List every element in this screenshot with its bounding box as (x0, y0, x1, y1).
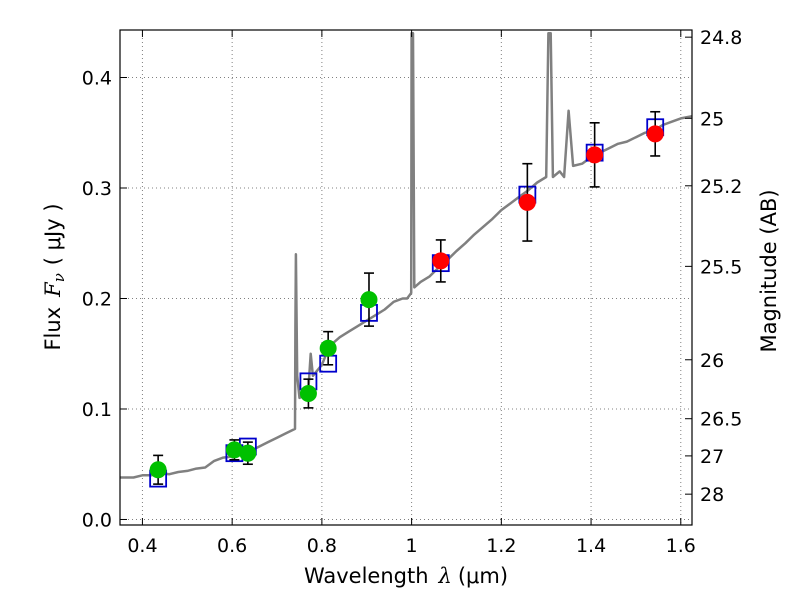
mag-tick-label: 26 (700, 350, 724, 372)
data-point (149, 461, 167, 479)
x-tick-label: 1 (406, 535, 418, 557)
y2-axis-label: Magnitude (AB) (757, 189, 781, 352)
data-point (319, 339, 337, 357)
data-point (239, 444, 257, 462)
y-tick-label: 0.1 (82, 399, 112, 421)
x-axis-label: Wavelength λ (μm) (304, 564, 508, 588)
mag-tick-label: 26.5 (700, 409, 742, 431)
x-tick-label: 1.6 (666, 535, 696, 557)
data-point (646, 125, 664, 143)
data-point (586, 146, 604, 164)
x-tick-label: 0.8 (307, 535, 337, 557)
data-point (299, 385, 317, 403)
mag-tick-label: 28 (700, 484, 724, 506)
mag-tick-label: 25.2 (700, 176, 742, 198)
mag-tick-label: 24.8 (700, 27, 742, 49)
grid-lines (120, 30, 692, 525)
sed-model-line (120, 32, 692, 479)
y-axis-label: FluxFν( μJy ) (41, 203, 68, 350)
mag-tick-label: 27 (700, 446, 724, 468)
x-tick-label: 0.4 (127, 535, 157, 557)
data-point (518, 193, 536, 211)
x-tick-label: 1.4 (576, 535, 606, 557)
data-point (360, 291, 378, 309)
data-point (432, 252, 450, 270)
y-tick-label: 0.4 (82, 68, 112, 90)
mag-tick-label: 25 (700, 108, 724, 130)
y-tick-label: 0.2 (82, 288, 112, 310)
axis-ticks: 0.4 0.6 0.8 1 1.2 1.4 1.6 0.0 0.1 0.2 0.3 0.4 24.8 25… (82, 27, 743, 557)
plot-frame (119, 29, 693, 526)
x-tick-label: 1.2 (486, 535, 516, 557)
observed-points-layer (149, 125, 664, 479)
sed-model-layer (120, 32, 692, 479)
model-photometry-layer (149, 118, 665, 488)
y-tick-label: 0.0 (82, 509, 112, 531)
y-tick-label: 0.3 (82, 178, 112, 200)
mag-tick-label: 25.5 (700, 256, 742, 278)
x-tick-label: 0.6 (217, 535, 247, 557)
